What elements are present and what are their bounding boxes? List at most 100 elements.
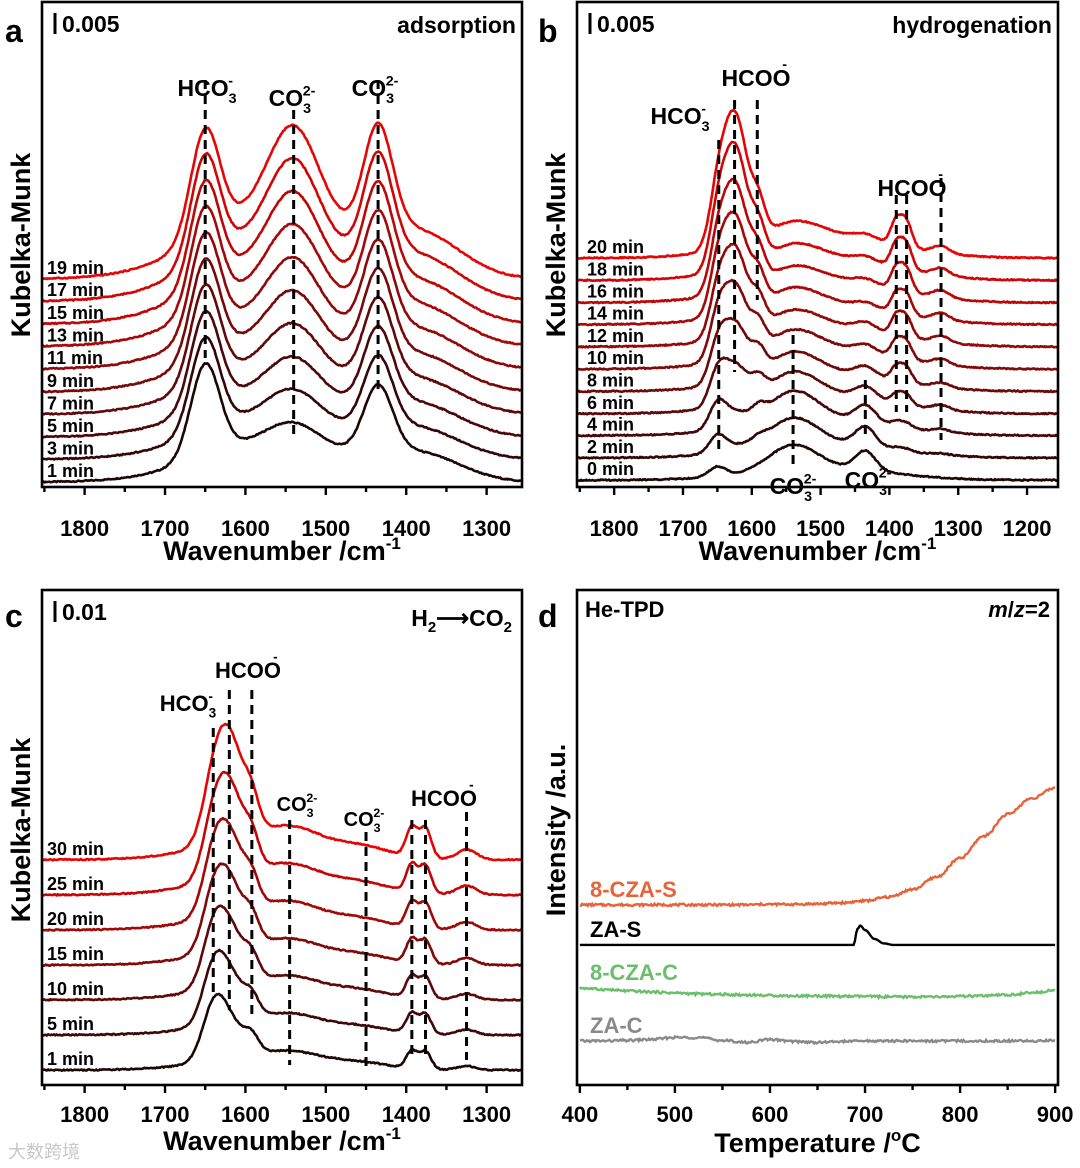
panel-letter: a (5, 13, 23, 49)
ion-base: HCOO (722, 65, 791, 91)
series-label: 5 min (47, 1014, 94, 1034)
series-label: 2 min (587, 437, 634, 457)
spectrum-line-4-min (576, 389, 1059, 438)
spectrum-line-13-min (41, 204, 523, 348)
series-label: 1 min (47, 461, 94, 481)
peak-label: CO32- (344, 806, 385, 835)
series-label: 0 min (587, 459, 634, 479)
series-label: 20 min (587, 237, 644, 257)
ion-superscript: - (938, 167, 943, 183)
x-axis-label: Temperature /oC (714, 1126, 920, 1158)
series-label: 8-CZA-S (590, 877, 677, 902)
series-label: 15 min (47, 944, 104, 964)
ion-subscript: 3 (374, 821, 381, 835)
peak-label: CO32- (269, 84, 316, 117)
x-axis-label: Wavenumber /cm-1 (163, 1124, 401, 1156)
series-label: 10 min (587, 348, 644, 368)
ion-superscript: 2- (804, 472, 817, 488)
ion-subscript: 3 (303, 101, 311, 117)
x-tick-label: 1700 (658, 516, 707, 541)
ion-subscript: 3 (209, 706, 217, 721)
x-tick-label: 1500 (796, 516, 845, 541)
ion-base: HCO (650, 103, 701, 129)
series-label: 18 min (587, 259, 644, 279)
x-tick-label: 1300 (462, 1102, 511, 1127)
peak-label: HCO3- (650, 102, 709, 135)
panel-letter: b (538, 13, 558, 49)
ion-base: CO (845, 467, 880, 493)
series-label: 30 min (47, 839, 104, 859)
spectrum-line-12-min (576, 242, 1059, 349)
x-axis-label: Wavenumber /cm-1 (163, 534, 401, 566)
peak-label: HCO3- (160, 689, 217, 721)
series-label: 20 min (47, 909, 104, 929)
series-label: 7 min (47, 393, 94, 413)
panel-letter: c (5, 598, 23, 634)
spectrum-line-15-min (41, 862, 523, 967)
x-tick-label: 1400 (382, 516, 431, 541)
spectrum-line-9-min (41, 257, 523, 394)
tpd-line-8-CZA-C (578, 986, 1056, 1001)
panel-title: He-TPD (585, 597, 664, 622)
ion-superscript: 2- (303, 84, 316, 100)
x-tick-label: 1200 (1003, 516, 1052, 541)
series-label: 1 min (47, 1049, 94, 1069)
ion-superscript: 2- (386, 74, 399, 90)
condition-label: hydrogenation (892, 12, 1052, 38)
ion-base: HCO (160, 691, 209, 716)
peak-label: CO32- (277, 791, 318, 820)
series-label: 14 min (587, 304, 644, 324)
ion-superscript: 2- (373, 806, 384, 820)
ion-subscript: 3 (386, 91, 394, 107)
tpd-line-ZA-S (579, 924, 1056, 947)
spectrum-line-30-min (41, 722, 523, 862)
series-label: 9 min (47, 371, 94, 391)
ion-superscript: - (701, 102, 706, 118)
x-tick-label: 1700 (141, 516, 190, 541)
y-axis-label: Kubelka-Munk (6, 737, 36, 923)
series-label: 8 min (587, 370, 634, 390)
x-tick-label: 800 (942, 1102, 979, 1127)
ion-base: HCOO (411, 786, 477, 811)
spectrum-line-6-min (576, 356, 1059, 416)
x-tick-label: 400 (561, 1102, 598, 1127)
ion-superscript: 2- (879, 466, 892, 482)
x-tick-label: 1600 (727, 516, 776, 541)
ion-superscript: - (469, 778, 474, 793)
ion-superscript: 2- (306, 791, 317, 805)
series-label: 10 min (47, 979, 104, 999)
peak-label: HCOO- (722, 57, 791, 91)
scale-bar-value: 0.005 (62, 11, 120, 37)
spectrum-line-8-min (576, 316, 1059, 394)
series-label: 5 min (47, 416, 94, 436)
spectrum-line-20-min (576, 108, 1059, 260)
series-label: 19 min (47, 258, 104, 278)
spectrum-line-18-min (576, 140, 1059, 283)
spectrum-line-14-min (576, 210, 1059, 327)
plot-frame (40, 0, 524, 489)
ion-base: HCO (177, 75, 228, 101)
ion-base: CO (344, 809, 374, 831)
peak-label: CO32- (352, 74, 399, 107)
ion-subscript: 3 (879, 483, 887, 499)
scale-bar-value: 0.005 (597, 11, 655, 37)
series-label: 8-CZA-C (590, 960, 678, 985)
panel-d: d 8-CZA-S ZA-S 8-CZA-C ZA-C He-TPD m/z=2 400 500… (538, 588, 1074, 1158)
x-tick-label: 1500 (301, 1102, 350, 1127)
series-label: 11 min (47, 348, 103, 368)
ion-base: CO (269, 85, 304, 111)
x-tick-label: 1600 (221, 1102, 270, 1127)
x-tick-label: 1600 (221, 516, 270, 541)
panel-letter: d (538, 598, 558, 634)
x-tick-label: 900 (1037, 1102, 1074, 1127)
spectrum-line-17-min (41, 150, 523, 303)
x-tick-label: 1800 (590, 516, 639, 541)
x-tick-label: 1500 (301, 516, 350, 541)
x-tick-label: 1400 (865, 516, 914, 541)
ion-base: HCOO (878, 175, 947, 201)
peak-label: HCOO- (878, 167, 947, 201)
spectrum-line-2-min (576, 416, 1059, 460)
spectrum-line-16-min (576, 177, 1059, 305)
